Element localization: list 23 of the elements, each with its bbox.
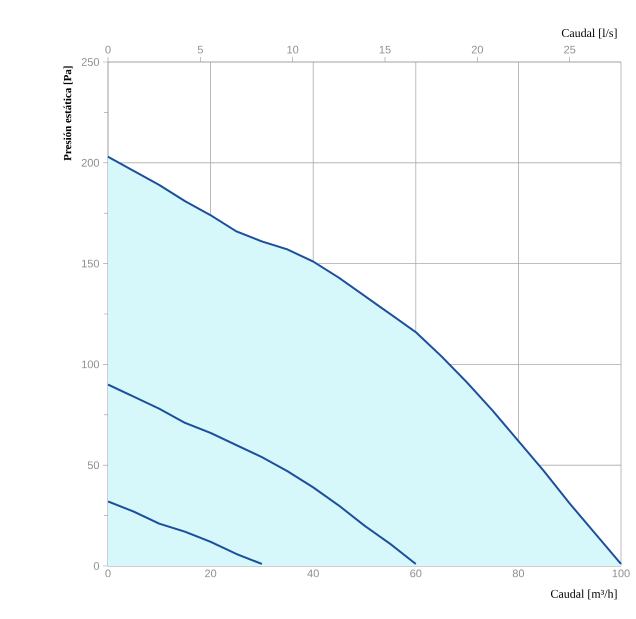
y-tick-label: 50: [88, 461, 100, 470]
x-tick-label: 60: [410, 570, 422, 578]
y-tick-label: 0: [94, 562, 100, 570]
y-tick-label: 250: [82, 58, 100, 66]
x-tick-label: 0: [105, 570, 111, 578]
x2-tick-label: 5: [198, 46, 203, 54]
x-tick-label: 80: [512, 570, 524, 578]
x-tick-label: 100: [612, 570, 630, 578]
y-tick-label: 200: [82, 158, 100, 167]
line-series: [107, 500, 263, 565]
x2-tick-label: 25: [564, 46, 576, 54]
x2-tick-label: 20: [472, 46, 483, 54]
x2-tick-label: 15: [380, 46, 391, 54]
x2-tick-label: 10: [287, 46, 298, 54]
x-tick-label: 40: [307, 570, 319, 578]
line-series: [107, 384, 417, 565]
x2-axis-title: Caudal [l/s]: [562, 28, 617, 39]
y-tick-label: 150: [82, 260, 100, 268]
y-axis-title: Presión estática [Pa]: [64, 66, 73, 161]
x-axis-title: Caudal [m³/h]: [550, 589, 617, 600]
y-tick-label: 100: [82, 360, 100, 368]
x2-tick-label: 0: [105, 46, 111, 54]
x-tick-label: 20: [205, 570, 216, 578]
